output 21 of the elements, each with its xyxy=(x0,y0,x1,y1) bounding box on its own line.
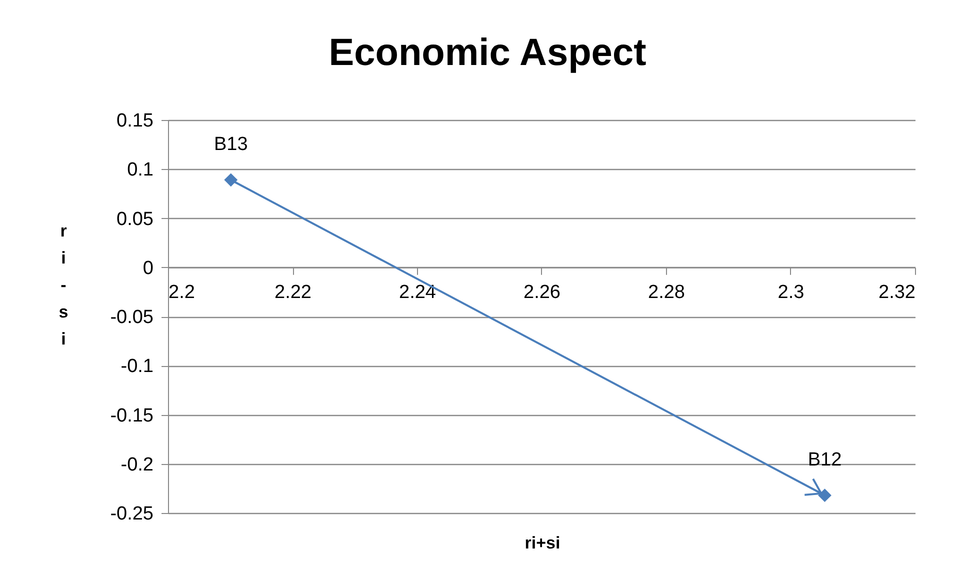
y-tick-label: -0.05 xyxy=(110,307,154,328)
y-tick-label: 0.1 xyxy=(127,160,154,181)
y-tick-label: 0.05 xyxy=(116,208,154,230)
y-tick-label: -0.25 xyxy=(110,504,154,524)
y-tick-label: -0.15 xyxy=(110,405,154,426)
y-tick-label: 0.15 xyxy=(116,110,154,132)
annotation: B12 xyxy=(808,449,842,470)
x-tick-label: 2.22 xyxy=(274,282,312,303)
y-tick-label: -0.1 xyxy=(120,356,154,378)
x-axis-title: ri+si xyxy=(524,534,560,552)
x-tick-label: 2.26 xyxy=(524,282,560,303)
y-tick-label: 0 xyxy=(142,258,154,279)
annotation: B13 xyxy=(214,134,248,155)
y-tick-label: -0.2 xyxy=(120,454,154,476)
chart-title: Economic Aspect xyxy=(328,32,647,74)
x-tick-label: 2.32 xyxy=(878,282,916,303)
x-tick-label: 2.24 xyxy=(399,282,436,303)
x-tick-label: 2.2 xyxy=(168,282,195,303)
x-tick-label: 2.28 xyxy=(648,282,685,303)
y-axis-title: ri-si xyxy=(58,222,68,348)
x-tick-label: 2.3 xyxy=(778,282,804,303)
